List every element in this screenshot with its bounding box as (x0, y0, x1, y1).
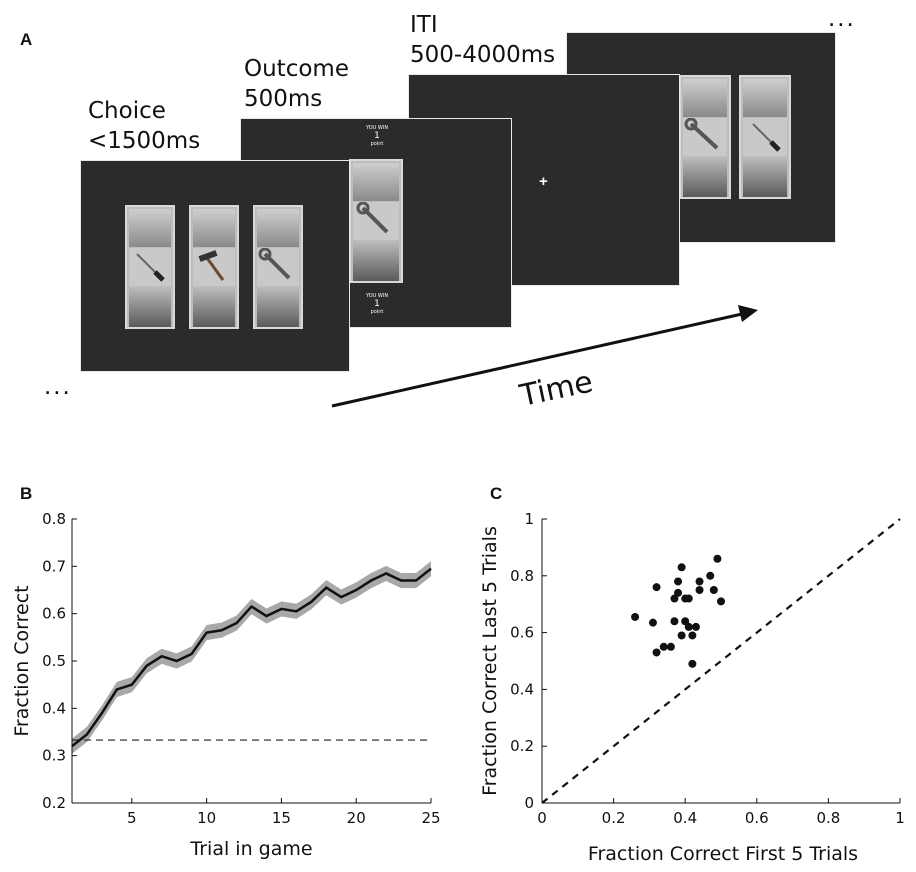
x-tick-label: 0.2 (602, 809, 626, 827)
x-axis-label: Fraction Correct First 5 Trials (588, 843, 858, 865)
x-tick-label: 25 (421, 809, 440, 827)
data-point (653, 648, 661, 656)
learning-curve-chart: 0.2 0.3 0.4 0.5 0.6 0.7 0.8 5 10 15 20 25 Trial in g… (0, 500, 460, 872)
error-band (72, 561, 431, 754)
data-point (670, 617, 678, 625)
y-tick-label: 0.2 (42, 794, 66, 812)
x-axis-label: Trial in game (189, 838, 312, 860)
x-tick-label: 10 (197, 809, 216, 827)
x-tick-label: 0.8 (816, 809, 840, 827)
data-point (696, 577, 704, 585)
y-tick-label: 0.6 (510, 624, 534, 642)
data-point (713, 555, 721, 563)
y-tick-label: 0.4 (42, 699, 66, 717)
data-point (692, 623, 700, 631)
data-point (688, 631, 696, 639)
data-point (649, 619, 657, 627)
data-point (674, 589, 682, 597)
data-point (631, 613, 639, 621)
scatter-chart: 0 0.2 0.4 0.6 0.8 1 0 0.2 0.4 0.6 0.8 1 Fraction Cor… (460, 500, 916, 872)
data-point (685, 623, 693, 631)
data-point (688, 660, 696, 668)
y-tick-label: 0.5 (42, 652, 66, 670)
data-point (678, 631, 686, 639)
data-point (710, 586, 718, 594)
y-axis-label: Fraction Correct Last 5 Trials (479, 526, 501, 796)
mean-line (72, 569, 431, 747)
data-point (717, 597, 725, 605)
data-point (678, 563, 686, 571)
data-point (660, 643, 668, 651)
x-tick-label: 0.6 (745, 809, 769, 827)
identity-line (542, 519, 900, 803)
time-label: Time (516, 364, 596, 414)
x-tick-label: 1 (895, 809, 905, 827)
y-tick-label: 0.2 (510, 737, 534, 755)
y-tick-label: 0.8 (510, 567, 534, 585)
y-tick-label: 0.4 (510, 680, 534, 698)
x-tick-label: 0 (537, 809, 547, 827)
data-point (653, 583, 661, 591)
data-point (674, 577, 682, 585)
x-tick-label: 15 (272, 809, 291, 827)
y-tick-label: 0.6 (42, 605, 66, 623)
time-arrow: Time (0, 0, 916, 440)
time-arrow-head (738, 305, 758, 322)
data-point (706, 572, 714, 580)
x-tick-label: 0.4 (673, 809, 697, 827)
x-tick-label: 5 (127, 809, 137, 827)
y-tick-label: 0.8 (42, 510, 66, 528)
y-tick-label: 1 (524, 510, 534, 528)
y-axis-label: Fraction Correct (11, 585, 33, 736)
data-point (685, 595, 693, 603)
y-tick-label: 0 (524, 794, 534, 812)
data-point (667, 643, 675, 651)
y-tick-label: 0.7 (42, 557, 66, 575)
x-tick-label: 20 (347, 809, 366, 827)
data-point (696, 586, 704, 594)
y-tick-label: 0.3 (42, 747, 66, 765)
